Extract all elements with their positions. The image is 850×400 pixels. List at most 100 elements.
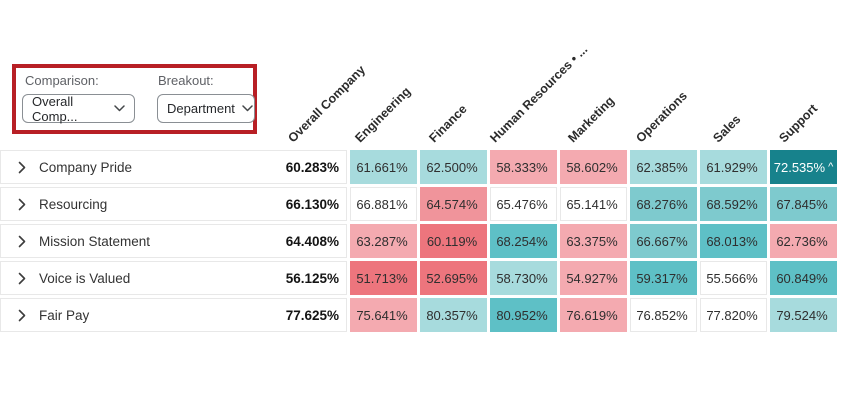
heatmap-cell[interactable]: 77.820% [700,298,767,332]
heatmap-cell[interactable]: 68.276% [630,187,697,221]
row-expand-toggle[interactable]: Company Pride [1,160,272,175]
row-label: Resourcing [39,196,108,212]
heatmap-cell[interactable]: 54.927% [560,261,627,295]
expand-chevron-icon [18,272,26,285]
cell-value: 66.881% [356,196,408,212]
heatmap-cell[interactable]: 60.849% [770,261,837,295]
heatmap-cell[interactable]: 61.661% [350,150,417,184]
heatmap-cell[interactable]: 64.574% [420,187,487,221]
cell-value: 68.013% [706,233,758,249]
table-row: Fair Pay 77.625% 75.641% 80.357% 80.952%… [0,298,838,332]
heatmap-cell[interactable]: 65.141% [560,187,627,221]
comparison-label: Comparison: [25,73,99,88]
table-row: Resourcing 66.130% 66.881% 64.574% 65.47… [0,187,838,221]
cell-value: 58.602% [566,159,618,175]
heatmap-cell[interactable]: 76.619% [560,298,627,332]
heatmap-cell[interactable]: 52.695% [420,261,487,295]
heatmap-cell[interactable]: 68.254% [490,224,557,258]
row-expand-toggle[interactable]: Resourcing [1,197,272,212]
cell-value: 68.592% [706,196,758,212]
heatmap-cell[interactable]: 79.524% [770,298,837,332]
cell-value: 60.119% [426,233,478,249]
cell-value: 62.385% [636,159,688,175]
heatmap-cell[interactable]: 75.641% [350,298,417,332]
cell-value: 76.852% [636,307,688,323]
cell-value: 75.641% [356,307,408,323]
cell-value: 79.524% [776,307,828,323]
cell-value: 61.929% [706,159,758,175]
heatmap-cell[interactable]: 62.500% [420,150,487,184]
expand-chevron-icon [18,161,26,174]
cell-value: 65.476% [496,196,548,212]
cell-value: 63.287% [356,233,408,249]
heatmap-cell[interactable]: 63.375% [560,224,627,258]
heatmap-cell[interactable]: 67.845% [770,187,837,221]
heatmap-cell[interactable]: 62.736% [770,224,837,258]
chevron-down-icon [114,105,125,112]
column-header-engineering: Engineering [352,84,414,146]
cell-value: 80.952% [496,307,548,323]
heatmap-cell[interactable]: 51.713% [350,261,417,295]
cell-value: 77.820% [706,307,758,323]
cell-value: 62.736% [776,233,828,249]
heatmap-cell[interactable]: 55.566% [700,261,767,295]
chevron-down-icon [242,105,253,112]
row-label: Voice is Valued [39,270,131,286]
cell-value: 72.535% [773,159,826,175]
cell-value: 54.927% [566,270,618,286]
heatmap-cell[interactable]: 80.952% [490,298,557,332]
heatmap-cell[interactable]: 58.730% [490,261,557,295]
comparison-dropdown-value: Overall Comp... [32,93,78,124]
expand-chevron-icon [18,235,26,248]
row-expand-toggle[interactable]: Mission Statement [1,234,272,249]
heatmap-cell[interactable]: 60.119% [420,224,487,258]
row-expand-toggle[interactable]: Fair Pay [1,308,272,323]
cell-value: 61.661% [356,159,408,175]
row-base: Resourcing 66.130% [0,187,347,221]
overall-value-cell: 77.625% [285,307,339,323]
cell-value: 66.667% [636,233,688,249]
breakout-label: Breakout: [158,73,214,88]
row-base: Fair Pay 77.625% [0,298,347,332]
cell-value: 68.254% [496,233,548,249]
heatmap-cell[interactable]: 80.357% [420,298,487,332]
column-header-support: Support [776,101,821,146]
heatmap-cell[interactable]: 58.333% [490,150,557,184]
row-expand-toggle[interactable]: Voice is Valued [1,271,272,286]
cell-value: 51.713% [356,270,408,286]
heatmap-cell[interactable]: 68.592% [700,187,767,221]
column-header-sales: Sales [710,112,744,146]
overall-value-cell: 66.130% [285,196,339,212]
heatmap-cell[interactable]: 59.317% [630,261,697,295]
cell-value: 80.357% [426,307,478,323]
heatmap-cell[interactable]: 65.476% [490,187,557,221]
overall-value-cell: 60.283% [285,159,339,175]
cell-value: 76.619% [566,307,618,323]
table-row: Voice is Valued 56.125% 51.713% 52.695% … [0,261,838,295]
heatmap-cell[interactable]: 66.667% [630,224,697,258]
row-base: Company Pride 60.283% [0,150,347,184]
heatmap-cell[interactable]: 62.385% [630,150,697,184]
comparison-dropdown[interactable]: Overall Comp... [22,93,135,124]
expand-chevron-icon [18,309,26,322]
heatmap-cell[interactable]: 58.602% [560,150,627,184]
heatmap-table: Company Pride 60.283% 61.661% 62.500% 58… [0,150,838,332]
cell-value: 65.141% [566,196,618,212]
heatmap-cell[interactable]: 66.881% [350,187,417,221]
overall-value-cell: 56.125% [285,270,339,286]
heatmap-cell[interactable]: 61.929% [700,150,767,184]
cell-value: 52.695% [426,270,478,286]
heatmap-cell[interactable]: 63.287% [350,224,417,258]
row-label: Fair Pay [39,307,90,323]
table-row: Mission Statement 64.408% 63.287% 60.119… [0,224,838,258]
cell-value: 64.574% [426,196,478,212]
row-label: Company Pride [39,159,133,175]
cell-value: 62.500% [426,159,478,175]
row-base: Voice is Valued 56.125% [0,261,347,295]
heatmap-cell[interactable]: 76.852% [630,298,697,332]
overall-value-cell: 64.408% [285,233,339,249]
breakout-dropdown[interactable]: Department [157,94,255,123]
heatmap-cell[interactable]: 72.535% ^ [770,150,837,184]
heatmap-cell[interactable]: 68.013% [700,224,767,258]
